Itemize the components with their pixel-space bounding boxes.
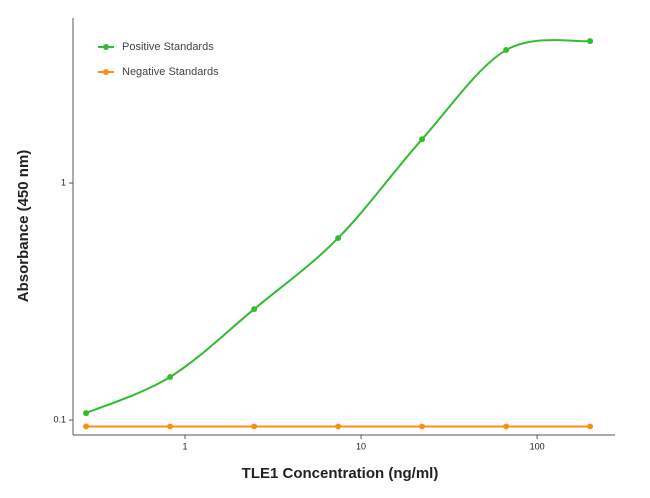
data-point xyxy=(503,47,510,54)
y-tick-label: 0.1 xyxy=(53,414,66,424)
data-point xyxy=(587,423,594,430)
legend-label: Negative Standards xyxy=(122,66,219,78)
data-point xyxy=(83,410,90,417)
data-point xyxy=(335,423,342,430)
legend-marker xyxy=(103,69,109,75)
data-point xyxy=(83,423,90,430)
fit-line xyxy=(85,39,591,415)
y-axis-title: Absorbance (450 nm) xyxy=(15,150,32,303)
x-tick-label: 100 xyxy=(530,441,545,451)
data-point xyxy=(251,423,258,430)
data-point xyxy=(167,373,174,380)
data-point xyxy=(419,136,426,143)
x-axis-title: TLE1 Concentration (ng/ml) xyxy=(242,465,439,482)
data-point xyxy=(587,38,594,45)
x-tick-label: 1 xyxy=(183,441,188,451)
data-point xyxy=(251,306,258,313)
data-point xyxy=(335,235,342,242)
data-point xyxy=(419,423,426,430)
y-tick-label: 1 xyxy=(61,177,66,187)
legend-marker xyxy=(103,44,109,50)
data-point xyxy=(167,423,174,430)
x-tick-label: 10 xyxy=(356,441,366,451)
data-point xyxy=(503,423,510,430)
legend-label: Positive Standards xyxy=(122,41,214,53)
